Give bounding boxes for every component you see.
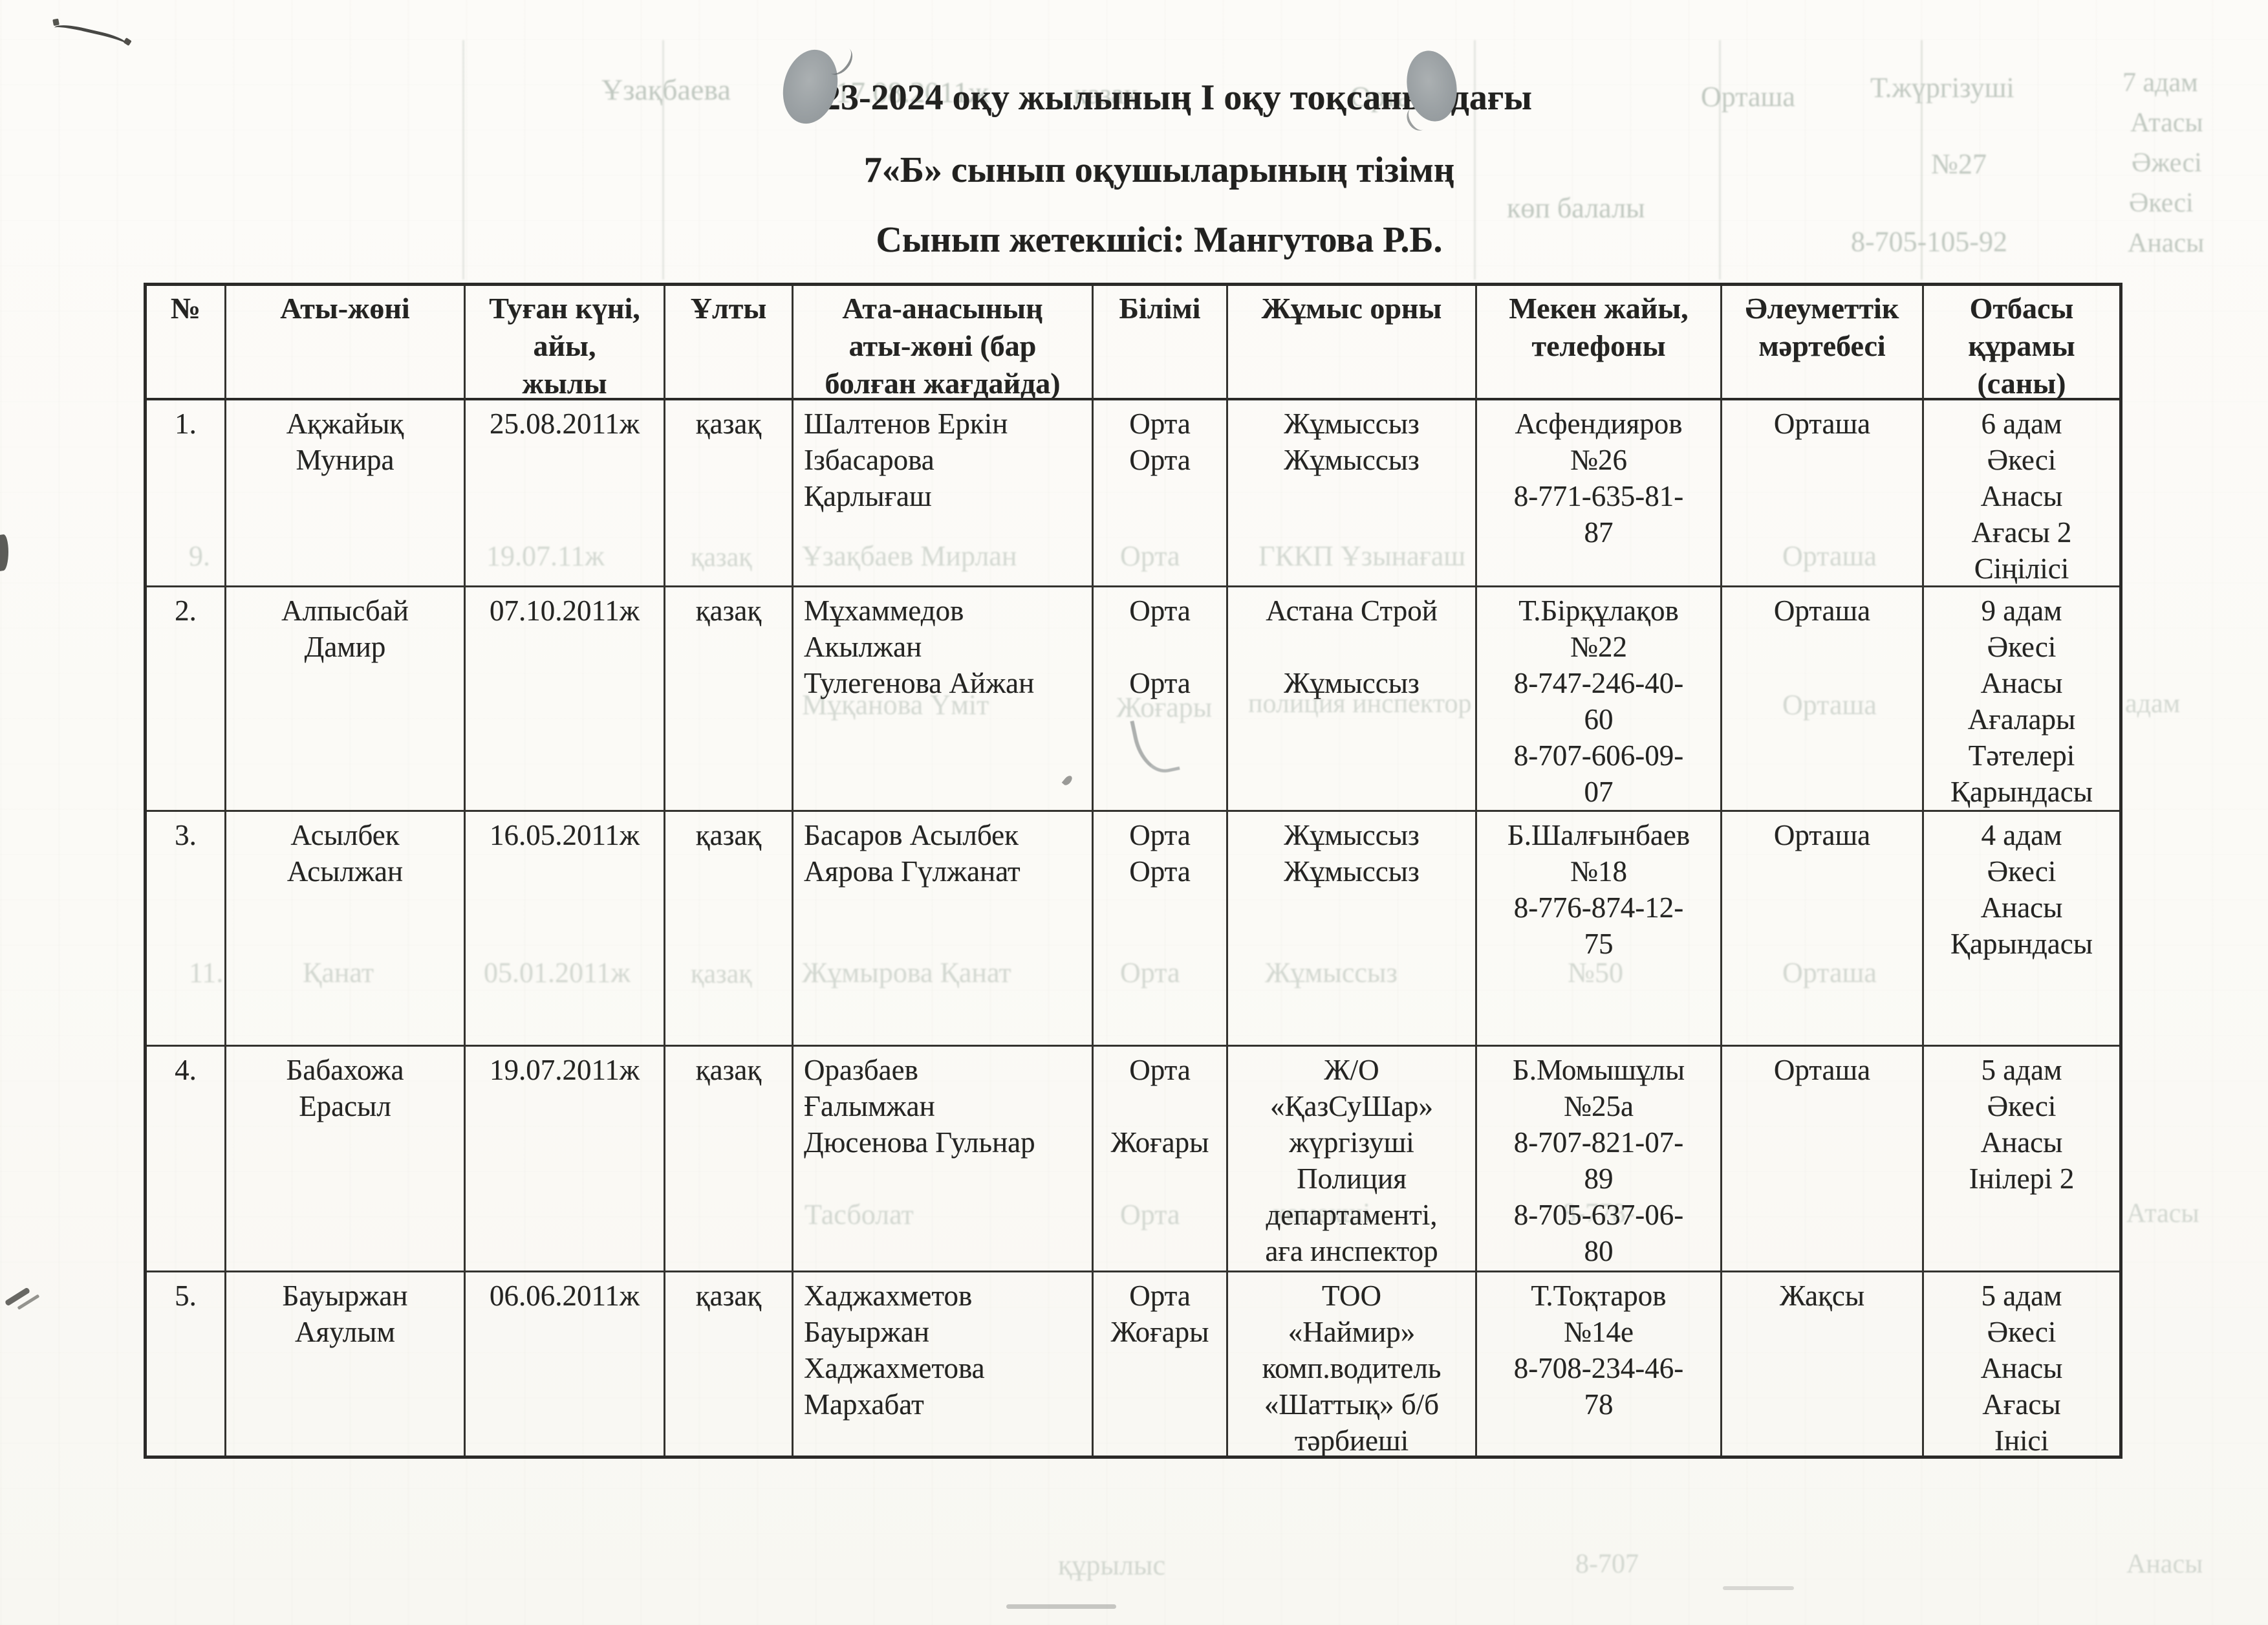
header-cell-parents: Ата-анасының аты-жөні (бар болған жағдай… <box>794 286 1094 400</box>
cell-number: 3. <box>147 812 226 1047</box>
cell-workplace: Жұмыссыз Жұмыссыз <box>1228 812 1477 1047</box>
title-line-year: 2023-2024 оқу жылының I оқу тоқсанындағы <box>786 78 1532 118</box>
cell-workplace: Жұмыссыз Жұмыссыз <box>1228 400 1477 587</box>
cell-parents: Басаров Асылбек Аярова Гүлжанат <box>794 812 1094 1047</box>
cell-family: 4 адам Әкесі Анасы Қарындасы <box>1924 812 2119 1047</box>
cell-workplace: Ж/О «ҚазСуШар» жүргізуші Полиция департа… <box>1228 1047 1477 1272</box>
cell-social: Орташа <box>1722 812 1924 1047</box>
cell-address: Т.Бірқұлақов №22 8-747-246-40- 60 8-707-… <box>1477 587 1722 812</box>
cell-workplace: ТОО «Наймир» комп.водитель «Шаттық» б/б … <box>1228 1272 1477 1456</box>
cell-parents: Мұхаммедов Акылжан Тулегенова Айжан <box>794 587 1094 812</box>
cell-family: 9 адам Әкесі Анасы Ағалары Тәтелері Қары… <box>1924 587 2119 812</box>
cell-education: Орта Орта <box>1094 812 1228 1047</box>
cell-parents: Хаджахметов Бауыржан Хаджахметова Мархаб… <box>794 1272 1094 1456</box>
cell-ethnicity: қазақ <box>665 587 794 812</box>
cell-birthdate: 07.10.2011ж <box>466 587 665 812</box>
ink-smudge-artifact <box>4 1287 31 1307</box>
title-line-class: 7«Б» сынып оқушыларының тізімң <box>863 150 1455 190</box>
ink-smudge-artifact <box>0 534 8 571</box>
cell-birthdate: 16.05.2011ж <box>466 812 665 1047</box>
cell-social: Орташа <box>1722 587 1924 812</box>
cell-ethnicity: қазақ <box>665 400 794 587</box>
scanner-dash-artifact <box>1006 1604 1116 1609</box>
cell-name: Бауыржан Аяулым <box>226 1272 466 1456</box>
cell-parents: Шалтенов Еркін Ізбасарова Қарлығаш <box>794 400 1094 587</box>
cell-name: Алпысбай Дамир <box>226 587 466 812</box>
cell-address: Б.Шалғынбаев №18 8-776-874-12- 75 <box>1477 812 1722 1047</box>
cell-birthdate: 06.06.2011ж <box>466 1272 665 1456</box>
cell-number: 1. <box>147 400 226 587</box>
ghost-text: Анасы <box>2126 1549 2203 1579</box>
ghost-text: Атасы <box>2126 1199 2199 1228</box>
cell-number: 2. <box>147 587 226 812</box>
header-cell-birthdate: Туған күні, айы, жылы <box>466 286 665 400</box>
cell-social: Жақсы <box>1722 1272 1924 1456</box>
cell-number: 5. <box>147 1272 226 1456</box>
header-cell-address: Мекен жайы, телефоны <box>1477 286 1722 400</box>
cell-parents: Оразбаев Ғалымжан Дюсенова Гульнар <box>794 1047 1094 1272</box>
header-cell-workplace: Жұмыс орны <box>1228 286 1477 400</box>
cell-workplace: Астана Строй Жұмыссыз <box>1228 587 1477 812</box>
cell-name: Ақжайық Мунира <box>226 400 466 587</box>
header-cell-education: Білімі <box>1094 286 1228 400</box>
ghost-text: адам <box>2125 689 2181 719</box>
students-table: № Аты-жөні Туған күні, айы, жылы Ұлты Ат… <box>144 283 2122 1459</box>
header-cell-family: Отбасы құрамы (саны) <box>1924 286 2119 400</box>
cell-name: Бабахожа Ерасыл <box>226 1047 466 1272</box>
ghost-text: құрылыс <box>1058 1549 1165 1581</box>
cell-education: Орта Жоғары <box>1094 1047 1228 1272</box>
cell-ethnicity: қазақ <box>665 1272 794 1456</box>
cell-education: Орта Орта <box>1094 587 1228 812</box>
cell-birthdate: 19.07.2011ж <box>466 1047 665 1272</box>
cell-social: Орташа <box>1722 1047 1924 1272</box>
cell-education: Орта Жоғары <box>1094 1272 1228 1456</box>
cell-family: 5 адам Әкесі Анасы Ағасы Інісі <box>1980 1280 2063 1456</box>
header-cell-ethnicity: Ұлты <box>665 286 794 400</box>
scanner-dash-artifact <box>1723 1586 1794 1590</box>
cell-name: Асылбек Асылжан <box>226 812 466 1047</box>
title-line-teacher: Сынып жетекшісі: Мангутова Р.Б. <box>876 220 1443 260</box>
cell-education: Орта Орта <box>1094 400 1228 587</box>
header-cell-social: Әлеуметтік мәртебесі <box>1722 286 1924 400</box>
cell-social: Орташа <box>1722 400 1924 587</box>
header-cell-name: Аты-жөні <box>226 286 466 400</box>
cell-address: Асфендияров №26 8-771-635-81- 87 <box>1477 400 1722 587</box>
cell-number: 4. <box>147 1047 226 1272</box>
ghost-text: 8-707 <box>1575 1549 1639 1579</box>
cell-address: Б.Момышұлы №25а 8-707-821-07- 89 8-705-6… <box>1477 1047 1722 1272</box>
cell-ethnicity: қазақ <box>665 812 794 1047</box>
cell-address: Т.Тоқтаров №14е 8-708-234-46- 78 <box>1477 1272 1722 1456</box>
cell-family: 6 адам Әкесі Анасы Ағасы 2 Сіңілісі <box>1924 400 2119 587</box>
header-cell-number: № <box>147 286 226 400</box>
cell-family: 5 адам Әкесі Анасы Інілері 2 <box>1924 1047 2119 1272</box>
document-title-block: 2023-2024 оқу жылының I оқу тоқсанындағы… <box>50 0 2268 285</box>
cell-ethnicity: қазақ <box>665 1047 794 1272</box>
cell-birthdate: 25.08.2011ж <box>466 400 665 587</box>
